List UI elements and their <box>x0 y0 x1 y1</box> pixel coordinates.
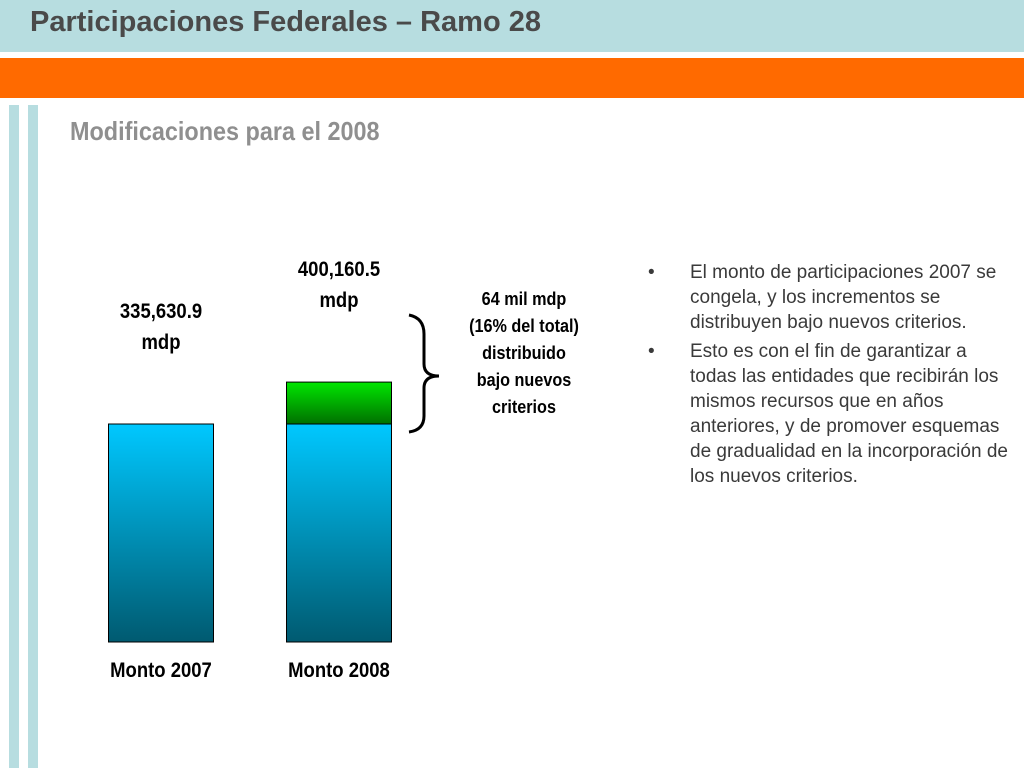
bullet-marker: • <box>648 341 655 362</box>
bullet-marker: • <box>648 262 655 283</box>
side-stripe-left <box>9 105 19 768</box>
title-bar: Participaciones Federales – Ramo 28 <box>0 0 1024 52</box>
category-label: Monto 2007 <box>110 659 212 682</box>
bar-base-2 <box>286 423 392 643</box>
side-stripe-right <box>28 105 38 768</box>
bullet-item: • El monto de participaciones 2007 se co… <box>648 260 1018 335</box>
bullet-item: • Esto es con el fin de garantizar a tod… <box>648 339 1018 489</box>
increment-annotation: 64 mil mdp (16% del total) distribuido bajo… <box>469 289 579 417</box>
bullet-text: El monto de participaciones 2007 se cong… <box>690 262 997 333</box>
category-label: Monto 2008 <box>288 659 390 682</box>
annotation-brace <box>408 313 440 434</box>
value-label: 400,160.5 mdp <box>297 258 381 313</box>
slide-subtitle: Modificaciones para el 2008 <box>70 116 380 146</box>
bullet-list: • El monto de participaciones 2007 se co… <box>648 260 1018 493</box>
bar-increment-2 <box>286 381 392 425</box>
value-label: 335,630.9 mdp <box>119 300 203 354</box>
bullet-text: Esto es con el fin de garantizar a todas… <box>690 341 1008 487</box>
page-title: Participaciones Federales – Ramo 28 <box>30 6 541 38</box>
accent-band <box>0 58 1024 98</box>
bar-base-1 <box>108 423 214 643</box>
